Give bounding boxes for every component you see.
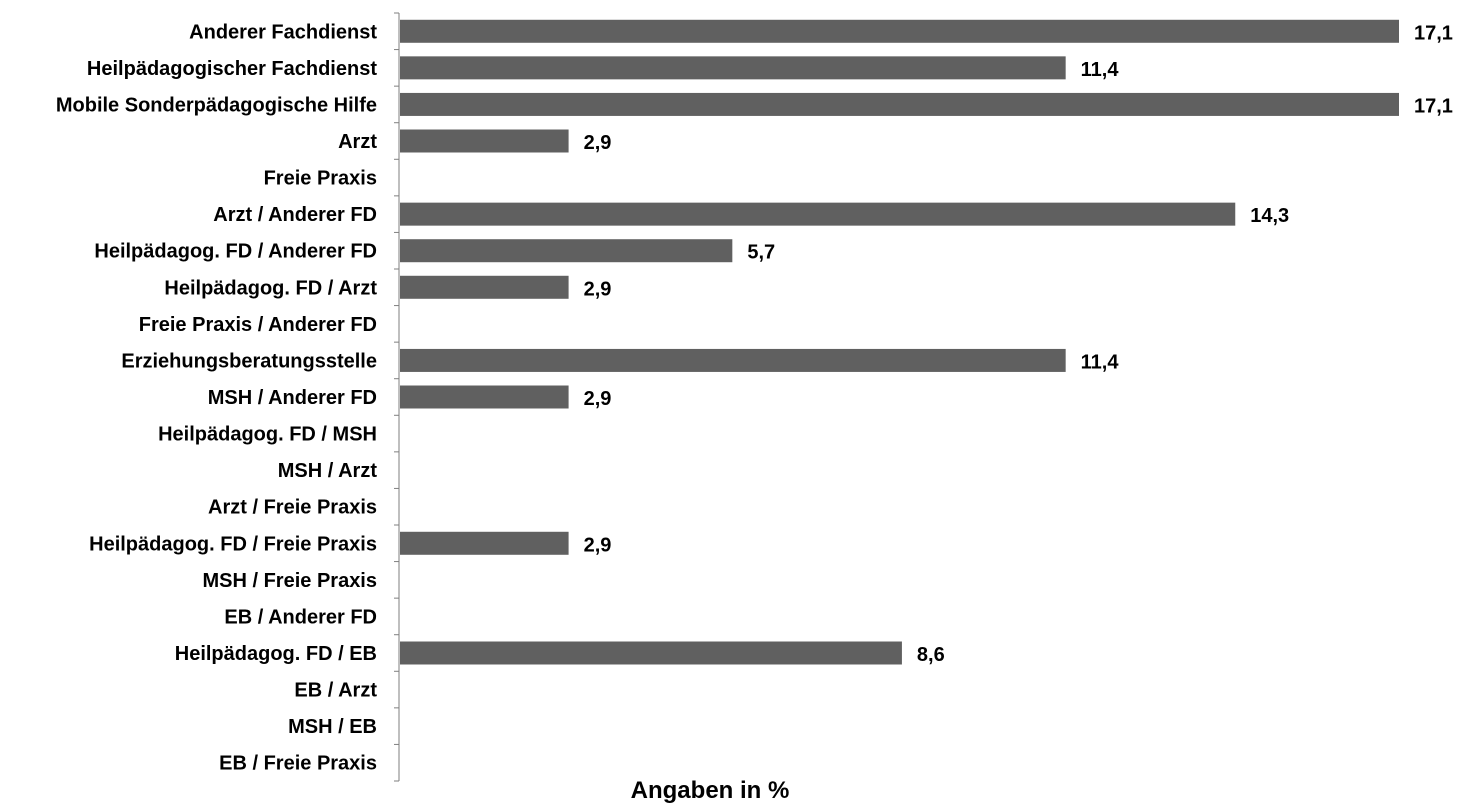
data-label: 2,9 — [584, 388, 612, 410]
category-label: Heilpädagog. FD / EB — [175, 643, 377, 665]
data-label: 11,4 — [1081, 351, 1120, 373]
label-layer: Anderer Fachdienst 17,1 Heilpädagogischer … — [56, 21, 1453, 774]
data-label: 11,4 — [1081, 59, 1120, 81]
data-label: 17,1 — [1414, 95, 1453, 117]
bar — [400, 129, 569, 153]
data-label: 17,1 — [1414, 22, 1453, 44]
axis-layer — [394, 12, 400, 782]
category-label: Freie Praxis / Anderer FD — [139, 314, 377, 336]
bar — [400, 531, 569, 555]
category-label: MSH / Arzt — [278, 460, 378, 482]
category-label: Heilpädagog. FD / Arzt — [164, 277, 377, 299]
category-label: EB / Anderer FD — [224, 606, 377, 628]
bar — [400, 348, 1066, 372]
category-label: MSH / Freie Praxis — [202, 570, 377, 592]
bar — [400, 202, 1236, 226]
category-label: Freie Praxis — [264, 168, 377, 190]
category-label: EB / Freie Praxis — [219, 753, 377, 775]
category-label: Arzt — [338, 131, 377, 153]
bar — [400, 19, 1399, 43]
category-label: Arzt / Freie Praxis — [208, 497, 377, 519]
category-label: MSH / Anderer FD — [208, 387, 377, 409]
category-label: Mobile Sonderpädagogische Hilfe — [56, 94, 377, 116]
category-label: Heilpädagog. FD / Anderer FD — [94, 241, 377, 263]
bar — [400, 92, 1399, 116]
category-label: Erziehungsberatungsstelle — [121, 350, 377, 372]
bar-layer — [400, 19, 1399, 665]
category-label: Heilpädagog. FD / Freie Praxis — [89, 533, 377, 555]
bar — [400, 385, 569, 409]
category-label: Heilpädagog. FD / MSH — [158, 424, 377, 446]
bar — [400, 275, 569, 299]
category-label: EB / Arzt — [294, 680, 377, 702]
data-label: 5,7 — [747, 242, 775, 264]
category-label: MSH / EB — [288, 716, 377, 738]
data-label: 2,9 — [584, 278, 612, 300]
category-label: Arzt / Anderer FD — [213, 204, 377, 226]
data-label: 8,6 — [917, 644, 945, 666]
bar — [400, 239, 733, 263]
bar — [400, 641, 902, 665]
bar — [400, 56, 1066, 80]
data-label: 14,3 — [1250, 205, 1289, 227]
category-label: Heilpädagogischer Fachdienst — [87, 58, 377, 80]
data-label: 2,9 — [584, 132, 612, 154]
x-axis-title: Angaben in % — [631, 777, 790, 804]
data-label: 2,9 — [584, 534, 612, 556]
category-label: Anderer Fachdienst — [189, 21, 377, 43]
